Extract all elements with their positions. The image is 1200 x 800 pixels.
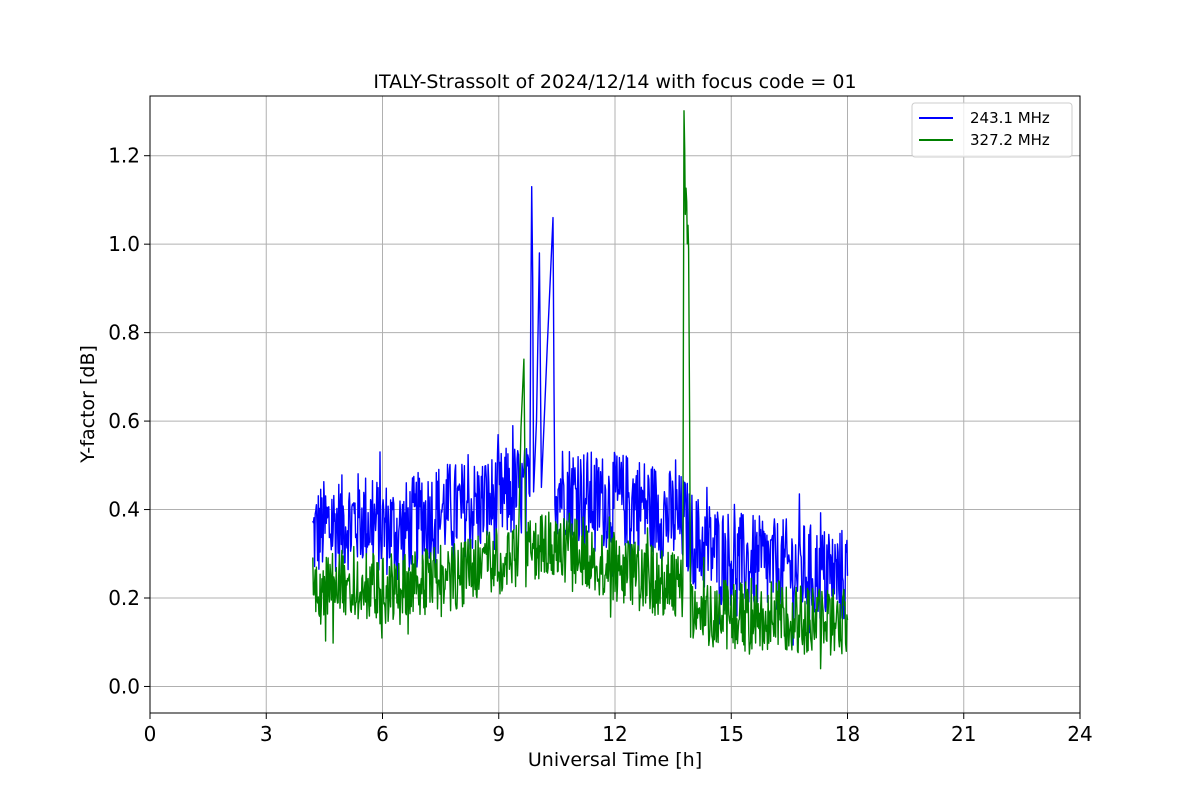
x-tick-label: 0 <box>144 722 157 746</box>
x-tick-label: 15 <box>719 722 744 746</box>
x-tick-label: 9 <box>492 722 505 746</box>
y-tick-label: 0.8 <box>108 321 140 345</box>
x-tick-label: 3 <box>260 722 273 746</box>
x-tick-label: 18 <box>835 722 860 746</box>
series-layer <box>312 110 849 670</box>
legend-label-243: 243.1 MHz <box>970 109 1050 127</box>
y-tick-label: 1.0 <box>108 232 140 256</box>
series-line-1 <box>312 110 849 670</box>
x-tick-label: 21 <box>951 722 976 746</box>
y-tick-label: 0.2 <box>108 586 140 610</box>
legend: 243.1 MHz 327.2 MHz <box>911 102 1073 158</box>
y-tick-label: 1.2 <box>108 144 140 168</box>
chart-title: ITALY-Strassolt of 2024/12/14 with focus… <box>373 71 856 93</box>
x-tick-label: 24 <box>1067 722 1092 746</box>
y-tick-label: 0.6 <box>108 409 140 433</box>
tick-layer: 0 3 6 9 12 15 18 21 24 0.0 0.2 0.4 0.6 0.8 1.0 1.2 <box>108 144 1093 746</box>
grid-layer <box>149 96 1081 713</box>
y-axis-label: Y-factor [dB] <box>77 345 99 464</box>
x-tick-label: 12 <box>602 722 627 746</box>
x-tick-label: 6 <box>376 722 389 746</box>
y-tick-label: 0.0 <box>108 674 140 698</box>
legend-box <box>911 102 1073 158</box>
legend-label-327: 327.2 MHz <box>970 131 1050 149</box>
x-axis-label: Universal Time [h] <box>528 749 702 771</box>
series-line-0 <box>312 186 849 646</box>
y-tick-label: 0.4 <box>108 498 140 522</box>
